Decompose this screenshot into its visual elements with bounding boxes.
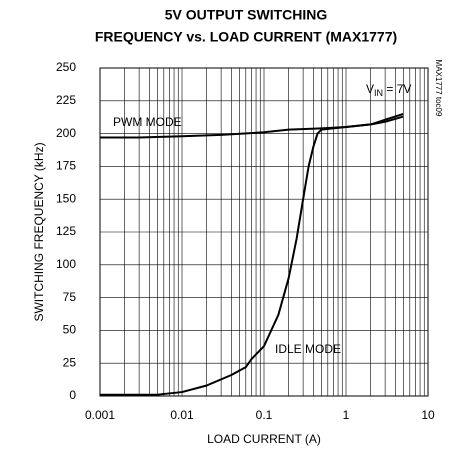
y-tick-label: 125 xyxy=(56,224,76,238)
series-label: IDLE MODE xyxy=(275,342,341,356)
x-tick-label: 10 xyxy=(421,408,435,422)
figure-id: MAX1777 toc09 xyxy=(434,60,443,117)
y-tick-label: 50 xyxy=(63,323,77,337)
condition-suffix: = 7V xyxy=(383,82,411,96)
y-tick-label: 200 xyxy=(56,126,76,140)
y-tick-label: 250 xyxy=(56,60,76,74)
y-tick-label: 75 xyxy=(63,290,77,304)
y-tick-label: 150 xyxy=(56,191,76,205)
condition-main: V xyxy=(366,82,374,96)
x-tick-label: 1 xyxy=(343,408,350,422)
plot-frame xyxy=(99,67,429,397)
y-tick-label: 100 xyxy=(56,257,76,271)
chart-title: 5V OUTPUT SWITCHING xyxy=(165,7,328,23)
y-axis-label: SWITCHING FREQUENCY (kHz) xyxy=(32,142,46,321)
chart-title: FREQUENCY vs. LOAD CURRENT (MAX1777) xyxy=(95,29,397,45)
x-tick-label: 0.01 xyxy=(170,408,194,422)
y-tick-label: 225 xyxy=(56,93,76,107)
x-tick-label: 0.001 xyxy=(85,408,115,422)
series-label: PWM MODE xyxy=(113,115,182,129)
condition: VIN = 7V xyxy=(366,82,411,98)
y-tick-label: 0 xyxy=(69,388,76,402)
condition-subscript: IN xyxy=(374,88,383,98)
y-tick-label: 25 xyxy=(63,355,77,369)
y-tick-label: 175 xyxy=(56,159,76,173)
series-line xyxy=(100,112,404,396)
x-axis-label: LOAD CURRENT (A) xyxy=(207,432,321,446)
x-tick-label: 0.1 xyxy=(256,408,273,422)
